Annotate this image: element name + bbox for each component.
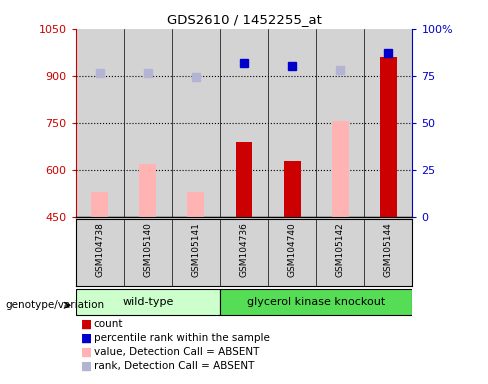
Bar bbox=[220, 290, 412, 315]
Bar bbox=[268, 29, 316, 217]
Bar bbox=[236, 142, 252, 217]
Text: GSM104736: GSM104736 bbox=[240, 222, 248, 277]
Text: ■: ■ bbox=[81, 346, 92, 359]
Text: ■: ■ bbox=[81, 332, 92, 345]
Bar bbox=[172, 29, 220, 217]
Text: ■: ■ bbox=[81, 359, 92, 372]
Text: GSM104738: GSM104738 bbox=[95, 222, 104, 277]
Bar bbox=[124, 29, 172, 217]
Bar bbox=[76, 29, 124, 217]
Bar bbox=[91, 192, 108, 217]
Bar bbox=[140, 164, 156, 217]
Text: glycerol kinase knockout: glycerol kinase knockout bbox=[247, 297, 386, 308]
Text: percentile rank within the sample: percentile rank within the sample bbox=[94, 333, 269, 343]
Text: count: count bbox=[94, 319, 123, 329]
Text: GSM104740: GSM104740 bbox=[287, 222, 297, 277]
Bar bbox=[364, 29, 412, 217]
Bar bbox=[76, 290, 220, 315]
Text: value, Detection Call = ABSENT: value, Detection Call = ABSENT bbox=[94, 347, 259, 357]
Text: GSM105144: GSM105144 bbox=[384, 222, 393, 277]
Text: GSM105142: GSM105142 bbox=[336, 222, 345, 277]
Bar bbox=[187, 192, 204, 217]
Text: rank, Detection Call = ABSENT: rank, Detection Call = ABSENT bbox=[94, 361, 254, 371]
Text: GSM105140: GSM105140 bbox=[143, 222, 152, 277]
Text: wild-type: wild-type bbox=[122, 297, 173, 308]
Bar bbox=[220, 29, 268, 217]
Bar bbox=[332, 121, 348, 217]
Title: GDS2610 / 1452255_at: GDS2610 / 1452255_at bbox=[166, 13, 322, 26]
Text: genotype/variation: genotype/variation bbox=[5, 300, 104, 310]
Bar bbox=[316, 29, 364, 217]
Text: GSM105141: GSM105141 bbox=[191, 222, 201, 277]
Bar bbox=[380, 57, 397, 217]
Text: ■: ■ bbox=[81, 318, 92, 331]
Bar bbox=[284, 161, 301, 217]
